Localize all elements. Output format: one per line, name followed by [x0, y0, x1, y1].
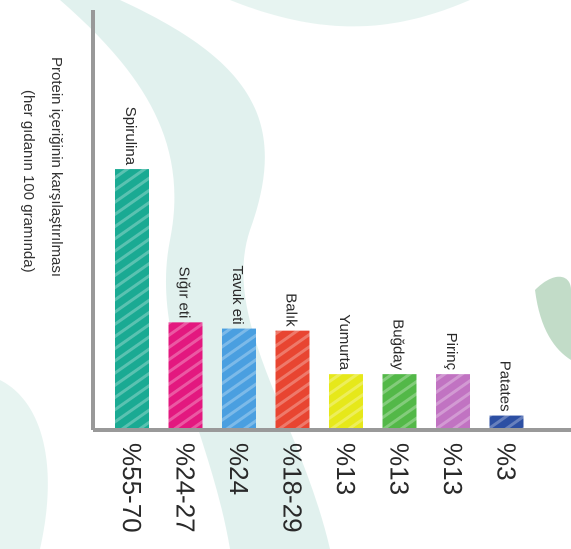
- bar-stripes-4: [275, 330, 310, 428]
- category-label-1: Spirulina: [122, 107, 139, 166]
- background-swirl: [60, 0, 330, 549]
- bar-stripes-7: [436, 374, 470, 428]
- value-label-2: %24-27: [171, 443, 201, 533]
- bar-stripes-3: [222, 328, 256, 428]
- value-label-1: %55-70: [117, 443, 147, 533]
- bar-stripes-8: [489, 415, 524, 428]
- value-label-3: %24: [224, 443, 254, 495]
- category-label-6: Buğday: [390, 319, 407, 370]
- value-label-4: %18-29: [278, 443, 308, 533]
- bar-labels: Spirulina %55-70 Sığır eti %24-27 Tavuk eti%…: [117, 107, 522, 533]
- value-label-8: %3: [492, 443, 522, 481]
- value-label-7: %13: [438, 443, 468, 495]
- bar-stripes-5: [329, 374, 363, 428]
- value-label-6: %13: [385, 443, 415, 495]
- background-swirl-top: [230, 0, 470, 27]
- category-label-4: Balık: [283, 293, 300, 327]
- category-label-7: Pirinç: [443, 333, 460, 371]
- y-axis-title-line-1: Protein içeriğinin karşılaştırılması: [48, 57, 65, 277]
- category-label-2: Sığır eti: [176, 267, 193, 319]
- y-axis-title-line-2: (her gıdanın 100 gramında): [20, 90, 37, 273]
- category-label-3: Tavuk eti: [229, 265, 246, 324]
- value-label-5: %13: [331, 443, 361, 495]
- bar-stripes-1: [115, 169, 149, 429]
- category-label-8: Patates: [497, 361, 514, 412]
- bars: [115, 169, 524, 429]
- background-leaf: [535, 276, 571, 360]
- bar-stripes-6: [382, 374, 417, 428]
- bar-stripes-2: [168, 322, 203, 428]
- category-label-5: Yumurta: [336, 314, 353, 371]
- background-swirl-left: [0, 380, 48, 549]
